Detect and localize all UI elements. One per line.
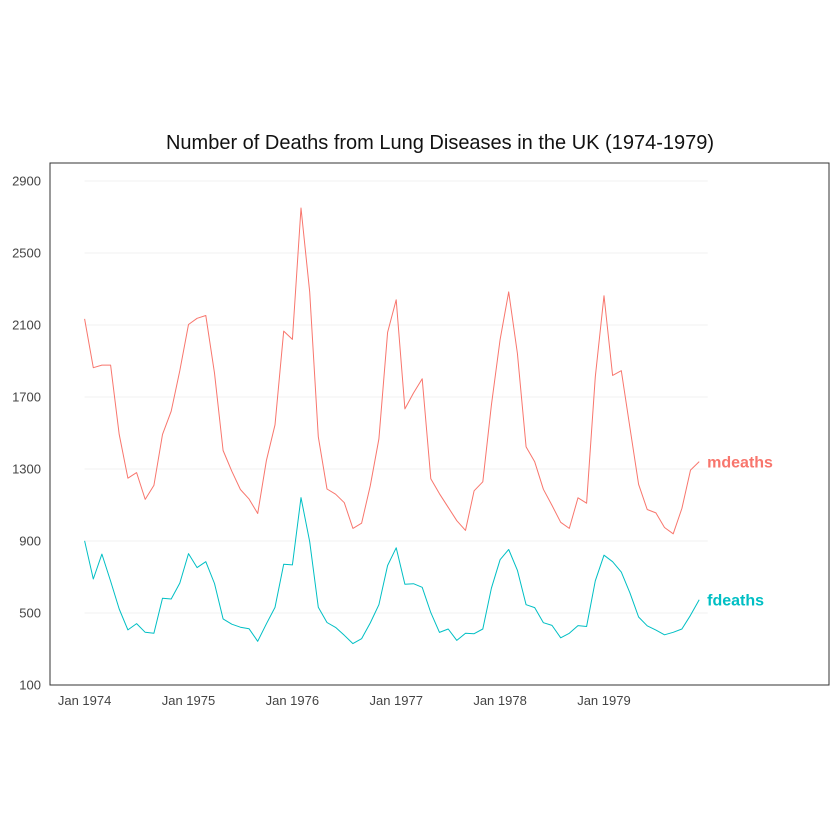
series-label-mdeaths: mdeaths xyxy=(707,455,773,472)
y-tick-label: 1300 xyxy=(12,462,41,477)
y-tick-label: 1700 xyxy=(12,390,41,405)
x-tick-label: Jan 1976 xyxy=(266,693,320,708)
y-tick-label: 2900 xyxy=(12,174,41,189)
x-tick-label: Jan 1977 xyxy=(369,693,423,708)
series-label-fdeaths: fdeaths xyxy=(707,593,764,610)
x-tick-label: Jan 1979 xyxy=(577,693,631,708)
plot-panel-border xyxy=(49,162,830,686)
x-axis: Jan 1974 Jan 1975 Jan 1976 Jan 1977 Jan 1978… xyxy=(58,693,631,708)
y-tick-label: 500 xyxy=(19,606,41,621)
y-tick-label: 900 xyxy=(19,534,41,549)
y-tick-label: 2100 xyxy=(12,318,41,333)
y-tick-label: 2500 xyxy=(12,246,41,261)
series-line-mdeaths xyxy=(84,207,700,535)
x-tick-label: Jan 1975 xyxy=(162,693,216,708)
chart-title: Number of Deaths from Lung Diseases in t… xyxy=(166,132,714,154)
y-tick-label: 100 xyxy=(19,678,41,693)
y-axis: 100 500 900 1300 1700 2100 2500 2900 xyxy=(12,174,41,693)
x-tick-label: Jan 1978 xyxy=(473,693,527,708)
x-tick-label: Jan 1974 xyxy=(58,693,112,708)
series-line-fdeaths xyxy=(84,497,700,645)
series-labels: mdeaths fdeaths xyxy=(707,455,773,610)
series-lines xyxy=(84,207,700,645)
